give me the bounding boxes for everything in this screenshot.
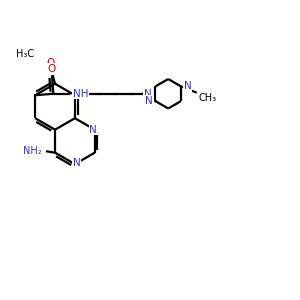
- Text: O: O: [48, 64, 56, 74]
- Text: N: N: [73, 158, 80, 168]
- Text: O: O: [46, 58, 55, 68]
- Text: N: N: [144, 89, 152, 99]
- Text: N: N: [184, 81, 192, 92]
- Text: NH₂: NH₂: [22, 146, 41, 156]
- Text: H₃C: H₃C: [16, 49, 34, 59]
- Text: CH₃: CH₃: [199, 93, 217, 103]
- Text: N: N: [146, 96, 153, 106]
- Text: N: N: [89, 125, 97, 135]
- Text: NH: NH: [73, 89, 88, 99]
